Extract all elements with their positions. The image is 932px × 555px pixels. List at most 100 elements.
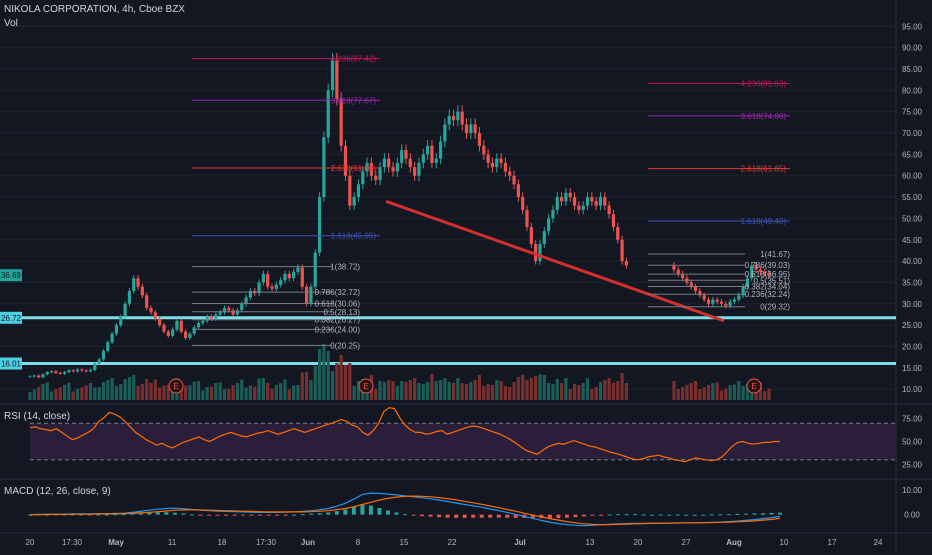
rsi-line [29, 407, 780, 463]
macd-hist-bar [300, 514, 305, 516]
volume-bar [45, 382, 49, 400]
candle-body [153, 312, 157, 319]
y-tick-label: 35.00 [902, 278, 923, 287]
candle-body [274, 284, 278, 289]
candle-body [50, 371, 54, 373]
candle-body [767, 273, 771, 276]
volume-bar [183, 385, 188, 400]
macd-hist-bar [488, 514, 493, 518]
macd-hist-bar [121, 514, 126, 516]
candle-body [158, 318, 162, 326]
macd-hist-bar [130, 513, 135, 515]
rsi-label: RSI (14, close) [4, 411, 71, 422]
volume-bar [438, 380, 443, 400]
macd-hist-bar [317, 513, 322, 515]
candle-body [508, 171, 512, 176]
volume-bar [590, 389, 594, 400]
macd-hist-bar [701, 514, 706, 516]
volume-bar [728, 385, 732, 400]
volume-bar [192, 381, 196, 400]
candle-body [728, 301, 732, 306]
candle-body [352, 197, 356, 206]
macd-line [29, 492, 781, 527]
candle-body [585, 197, 590, 206]
volume-bar [594, 387, 598, 400]
fib-extension-left-label: 1.618(45.95) [331, 232, 377, 241]
price-tag-bg [0, 311, 22, 324]
earnings-marker: E [746, 378, 762, 394]
volume-bar [287, 389, 291, 400]
fib-extension-right-label: 4.236(81.63) [741, 79, 787, 88]
volume-bar [136, 386, 140, 400]
candle-body [196, 323, 201, 328]
volume-bar [231, 385, 235, 400]
volume-bar [304, 372, 309, 400]
price-tag-label: 16.01 [1, 360, 22, 369]
candle-body [93, 363, 97, 370]
macd-hist-bar [172, 512, 177, 515]
volume-bar [715, 382, 719, 400]
candle-body [603, 197, 607, 206]
macd-hist-bar [351, 506, 356, 515]
fib-retracement-left-label: 0.786(32.72) [315, 288, 361, 297]
volume-bar [568, 389, 572, 400]
y-tick-label: 90.00 [902, 44, 923, 53]
macd-hist-bar [368, 505, 373, 515]
fib-retracement-right-label: 0.618(36.95) [745, 270, 791, 279]
earnings-marker-label: E [751, 382, 756, 391]
candle-body [754, 265, 758, 270]
volume-bar [179, 384, 183, 400]
candle-body [162, 325, 166, 332]
volume-bar [551, 384, 555, 400]
candle-body [300, 267, 304, 287]
fib-retracement-right-label: 0.786(39.03) [745, 261, 791, 270]
candle-body [188, 333, 192, 338]
macd-hist-bar [215, 514, 220, 516]
candle-body [711, 299, 715, 304]
volume-bar [542, 375, 546, 400]
candle-body [231, 310, 235, 315]
volume-label: Vol [4, 18, 18, 29]
candle-body [499, 158, 503, 163]
earnings-marker: E [358, 378, 374, 394]
volume-bar [309, 380, 313, 400]
candle-body [369, 162, 374, 176]
volume-bar [624, 383, 629, 400]
volume-bar [235, 383, 240, 400]
x-tick-label: 20 [634, 538, 643, 547]
volume-bar [244, 387, 248, 400]
candle-body [443, 124, 447, 142]
candle-body [503, 162, 508, 172]
volume-bar [603, 380, 607, 400]
candle-body [745, 278, 750, 287]
candle-body [724, 303, 728, 306]
candle-body [175, 320, 179, 330]
volume-bar [75, 388, 80, 400]
candle-body [395, 162, 399, 172]
y-tick-label: 70.00 [902, 129, 923, 138]
macd-hist-bar [428, 514, 433, 517]
macd-hist-bar [420, 514, 425, 517]
volume-bar [495, 380, 499, 400]
macd-hist-bar [138, 513, 143, 515]
price-tag-label: 36.69 [1, 271, 22, 280]
volume-bar [218, 382, 222, 400]
macd-hist-bar [241, 514, 246, 516]
x-tick-label: 15 [400, 538, 409, 547]
volume-bar [356, 381, 361, 400]
candle-body [179, 320, 183, 332]
volume-bar [443, 378, 447, 400]
candle-body [382, 158, 386, 168]
volume-bar [698, 389, 702, 400]
volume-bar [676, 389, 680, 400]
volume-bar [555, 379, 559, 400]
candle-body [145, 295, 149, 309]
candle-body [564, 192, 568, 202]
candle-body [477, 133, 482, 146]
macd-hist-bar [96, 514, 101, 516]
macd-hist-bar [385, 510, 390, 515]
volume-bar [473, 380, 477, 400]
macd-hist-bar [778, 512, 782, 515]
